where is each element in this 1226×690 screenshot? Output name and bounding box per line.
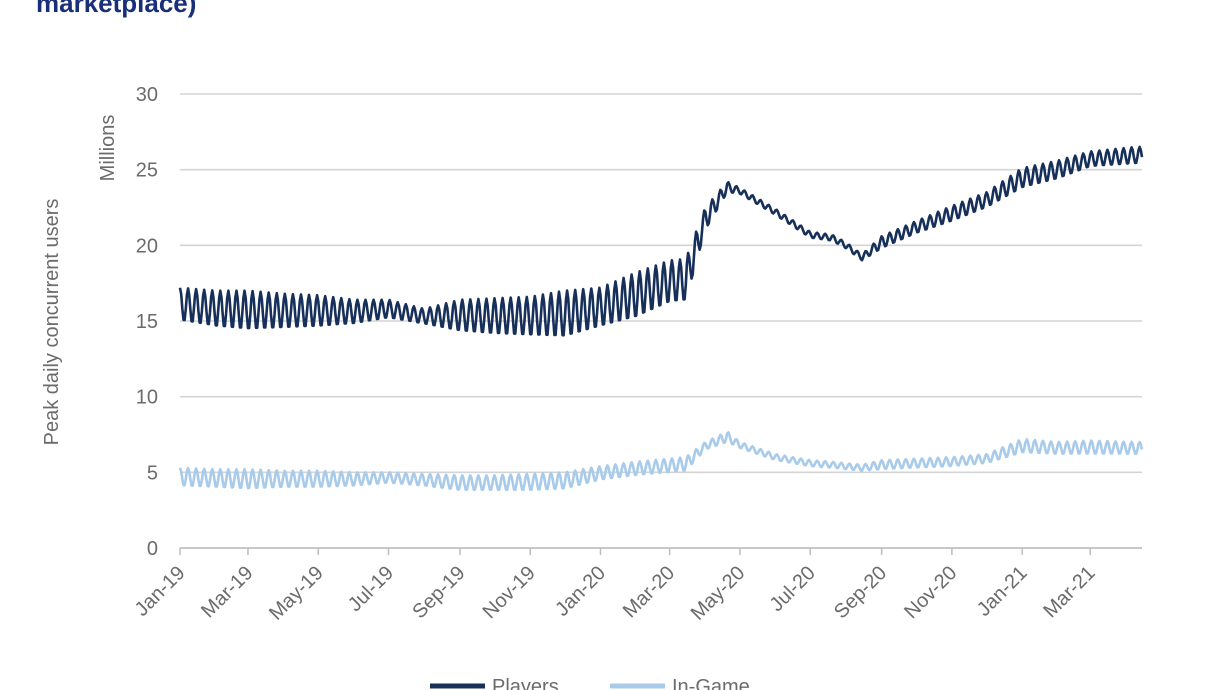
series-line-in-game: [178, 431, 1144, 491]
x-tick-label: May-20: [687, 562, 750, 625]
legend: Players In-Game: [430, 676, 750, 690]
x-tick-label: Jul-20: [766, 562, 820, 616]
x-tick-label: Jan-19: [131, 562, 190, 621]
y-axis-ticks: 0 5 10 15 20 25 30: [136, 84, 158, 560]
y-tick-label: 5: [147, 462, 158, 484]
y-tick-label: 0: [147, 538, 158, 560]
legend-label: In-Game: [672, 676, 750, 690]
series-line-players: [178, 145, 1144, 337]
y-tick-label: 30: [136, 84, 158, 106]
x-tick-label: Mar-20: [619, 562, 679, 622]
x-tick-label: Jan-20: [551, 562, 610, 621]
x-tick-label: Jul-19: [344, 562, 398, 616]
x-tick-label: Sep-20: [830, 562, 891, 623]
x-tick-label: Jan-21: [973, 562, 1032, 621]
x-tick-label: Nov-19: [479, 562, 540, 623]
x-tick-label: Sep-19: [408, 562, 469, 623]
chart-title-fragment: marketplace): [36, 0, 197, 18]
legend-label: Players: [492, 676, 559, 690]
x-tick-label: Mar-21: [1039, 562, 1099, 622]
series-lines: [178, 145, 1144, 491]
y-tick-label: 20: [136, 235, 158, 257]
y-tick-label: 25: [136, 160, 158, 182]
y-axis-label: Peak daily concurrent users: [41, 199, 63, 446]
y-axis-unit: Millions: [97, 115, 119, 182]
x-axis-ticks: Jan-19 Mar-19 May-19 Jul-19 Sep-19 Nov-19 Jan-…: [131, 547, 1142, 625]
x-tick-label: Mar-19: [197, 562, 257, 622]
y-tick-label: 10: [136, 387, 158, 409]
x-tick-label: Nov-20: [900, 562, 961, 623]
y-tick-label: 15: [136, 311, 158, 333]
x-tick-label: May-19: [265, 562, 328, 625]
